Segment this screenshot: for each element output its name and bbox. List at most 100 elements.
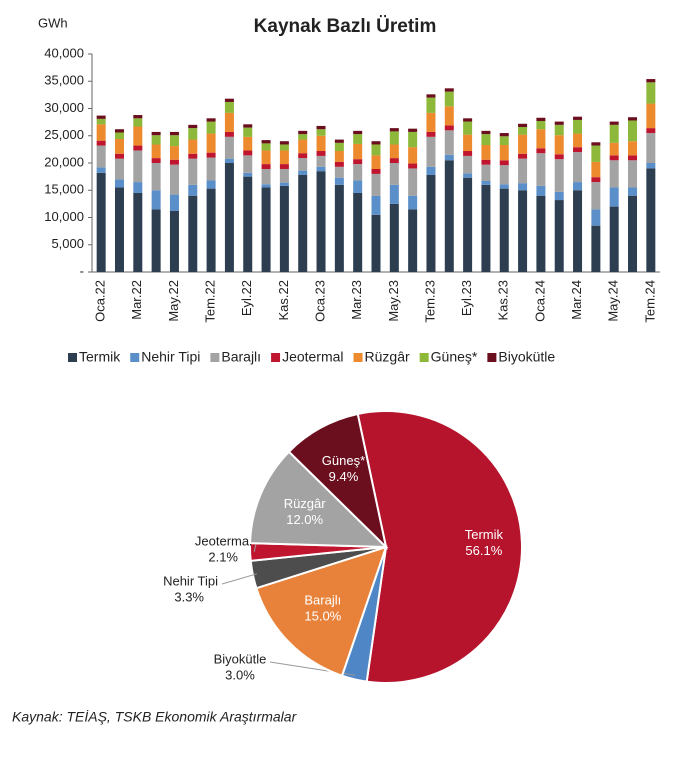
bar-segment xyxy=(371,195,381,215)
bar-segment xyxy=(609,155,619,161)
legend-swatch xyxy=(353,353,363,362)
bar-segment xyxy=(298,130,308,135)
bar-segment xyxy=(591,161,601,178)
bar-segment xyxy=(243,176,253,272)
bar-segment xyxy=(518,190,528,272)
bar-segment xyxy=(243,124,253,128)
bar-segment xyxy=(114,132,124,140)
bar-segment xyxy=(481,164,491,181)
bar-segment xyxy=(298,174,308,272)
bar-segment xyxy=(224,98,234,102)
bar-segment xyxy=(279,144,289,151)
bar-segment xyxy=(389,128,399,132)
x-tick-label: Mar.23 xyxy=(349,280,364,320)
y-tick-label: 5,000 xyxy=(51,236,84,251)
bar-segment xyxy=(133,115,143,119)
bar-segment xyxy=(481,134,491,146)
legend-swatch xyxy=(210,353,220,362)
x-tick-label: Kas.23 xyxy=(496,280,511,320)
y-tick-label: 25,000 xyxy=(44,127,84,142)
bar-segment xyxy=(96,167,106,173)
pie-label: Barajlı xyxy=(304,592,341,607)
bar-segment xyxy=(224,136,234,159)
bar-segment xyxy=(133,192,143,272)
bar-segment xyxy=(279,168,289,183)
bar-segment xyxy=(408,131,418,148)
leader-line xyxy=(253,543,257,552)
bar-segment xyxy=(426,174,436,272)
bar-segment xyxy=(554,200,564,272)
pie-label: Jeotermal xyxy=(195,533,252,548)
bar-segment xyxy=(518,183,528,191)
bar-segment xyxy=(536,129,546,149)
bar-segment xyxy=(591,177,601,183)
bar-segment xyxy=(334,151,344,162)
x-tick-label: Oca.22 xyxy=(93,280,108,322)
legend-swatch xyxy=(419,353,429,362)
bar-segment xyxy=(389,203,399,272)
bar-segment xyxy=(573,182,583,191)
legend-label: Nehir Tipi xyxy=(141,349,200,365)
y-tick-label: 15,000 xyxy=(44,182,84,197)
pie-label: Güneş* xyxy=(322,453,365,468)
bar-segment xyxy=(243,127,253,137)
bar-segment xyxy=(463,118,473,122)
bar-segment xyxy=(554,154,564,160)
bar-segment xyxy=(389,163,399,185)
bar-segment xyxy=(151,209,161,272)
bar-segment xyxy=(408,168,418,196)
bar-segment xyxy=(316,135,326,152)
bar-segment xyxy=(96,124,106,141)
bar-segment xyxy=(518,158,528,184)
bar-segment xyxy=(646,82,656,104)
bar-segment xyxy=(133,118,143,127)
bar-segment xyxy=(554,191,564,201)
legend-swatch xyxy=(487,353,497,362)
x-tick-label: May.24 xyxy=(606,280,621,322)
bar-segment xyxy=(316,151,326,156)
bar-segment xyxy=(518,153,528,159)
bar-segment xyxy=(206,133,216,153)
bar-segment xyxy=(169,164,179,195)
bar-segment xyxy=(334,161,344,167)
bar-segment xyxy=(279,164,289,169)
bar-segment xyxy=(133,150,143,183)
bar-segment xyxy=(224,158,234,163)
bar-segment xyxy=(316,166,326,172)
x-tick-label: Oca.23 xyxy=(312,280,327,322)
bar-segment xyxy=(444,88,454,92)
pie-label: Termik xyxy=(465,527,504,542)
legend-label: Biyokütle xyxy=(498,349,555,365)
legend-label: Termik xyxy=(79,349,121,365)
y-tick-label: 40,000 xyxy=(44,45,84,60)
bar-segment xyxy=(316,171,326,272)
pie-label: Biyokütle xyxy=(214,651,267,666)
bar-segment xyxy=(499,133,509,137)
bar-segment xyxy=(133,145,143,151)
bar-segment xyxy=(371,214,381,272)
bar-segment xyxy=(591,225,601,272)
bar-segment xyxy=(609,187,619,207)
bar-segment xyxy=(646,103,656,129)
bar-segment xyxy=(279,141,289,145)
bar-segment xyxy=(261,150,271,165)
legend-label: Barajlı xyxy=(221,349,261,365)
bar-segment xyxy=(188,195,198,272)
bar-segment xyxy=(609,124,619,143)
bar-segment xyxy=(591,142,601,146)
bar-segment xyxy=(499,145,509,161)
bar-segment xyxy=(261,187,271,272)
bar-segment xyxy=(96,118,106,125)
bar-segment xyxy=(188,184,198,196)
bar-segment xyxy=(206,121,216,134)
bar-segment xyxy=(353,192,363,272)
bar-segment xyxy=(481,145,491,160)
pie-slice xyxy=(255,545,388,677)
bar-segment xyxy=(573,133,583,148)
bar-segment xyxy=(426,112,436,132)
bar-segment xyxy=(371,173,381,196)
bar-segment xyxy=(426,136,436,167)
bar-segment xyxy=(224,112,234,132)
bar-segment xyxy=(169,194,179,211)
